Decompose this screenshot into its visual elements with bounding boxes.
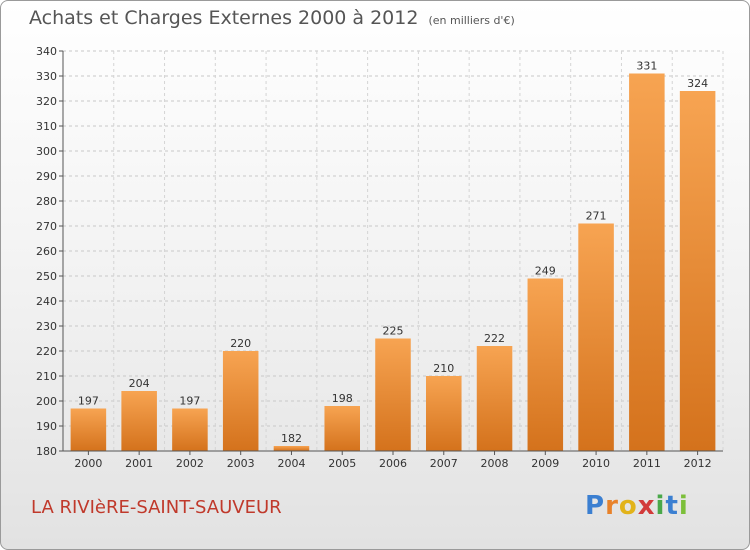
data-label: 182 [281,432,302,445]
proxiti-logo: Proxiti [585,491,689,521]
x-tick-label: 2005 [328,457,356,470]
y-tick-label: 260 [36,245,57,258]
y-tick-label: 310 [36,120,57,133]
bar [324,406,360,451]
y-tick-label: 230 [36,320,57,333]
x-tick-label: 2011 [633,457,661,470]
logo-letter: x [637,491,656,521]
x-tick-label: 2004 [277,457,305,470]
bar [172,408,208,451]
commune-name: LA RIVIèRE-SAINT-SAUVEUR [31,497,282,518]
x-tick-label: 2012 [684,457,712,470]
bar [273,446,310,451]
x-tick-label: 2007 [430,457,458,470]
bar [121,391,157,451]
data-label: 197 [179,395,200,408]
data-label: 271 [586,210,607,223]
data-label: 331 [636,60,657,73]
bar [222,351,259,451]
y-tick-label: 220 [36,345,57,358]
x-tick-label: 2009 [531,457,559,470]
logo-letter: r [605,491,619,521]
data-label: 210 [433,362,454,375]
y-tick-label: 280 [36,195,57,208]
logo-letter: i [678,491,689,521]
chart-unit: (en milliers d'€) [428,14,515,27]
bar [629,73,665,451]
data-label: 198 [332,392,353,405]
x-tick-label: 2006 [379,457,407,470]
y-tick-label: 290 [36,170,57,183]
data-label: 225 [383,325,404,338]
axes: 180 190 200 210 220 230 240 250 260 270 280 290 300 3… [36,45,723,470]
y-tick-label: 210 [36,370,57,383]
x-tick-label: 2002 [176,457,204,470]
y-tick-label: 200 [36,395,57,408]
logo-letter: t [665,491,679,521]
bar [70,408,107,451]
chart-title-text: Achats et Charges Externes 2000 à 2012 [29,7,419,29]
bars: 197 204 197 220 182 198 225 210 222 249 271 331 324 [70,60,716,451]
data-label: 197 [78,395,99,408]
y-tick-label: 190 [36,420,57,433]
logo-letter: o [618,491,638,521]
data-label: 324 [687,77,708,90]
y-tick-label: 330 [36,70,57,83]
y-tick-label: 270 [36,220,57,233]
bar [476,346,513,451]
logo-letter: i [655,491,666,521]
y-tick-label: 320 [36,95,57,108]
x-tick-label: 2008 [481,457,509,470]
logo-letter: P [585,491,606,521]
y-tick-label: 180 [36,445,57,458]
bar [426,376,462,451]
x-tick-label: 2000 [74,457,102,470]
data-label: 222 [484,332,505,345]
y-tick-label: 240 [36,295,57,308]
x-tick-label: 2003 [227,457,255,470]
chart-title: Achats et Charges Externes 2000 à 2012 (e… [29,7,515,29]
bar [527,278,564,451]
data-label: 204 [129,377,150,390]
y-tick-label: 340 [36,45,57,58]
bar [578,223,614,451]
data-label: 249 [535,265,556,278]
y-tick-label: 250 [36,270,57,283]
x-tick-label: 2010 [582,457,610,470]
bar [679,91,716,451]
y-tick-label: 300 [36,145,57,158]
x-tick-label: 2001 [125,457,153,470]
data-label: 220 [230,337,251,350]
bar [375,338,411,451]
